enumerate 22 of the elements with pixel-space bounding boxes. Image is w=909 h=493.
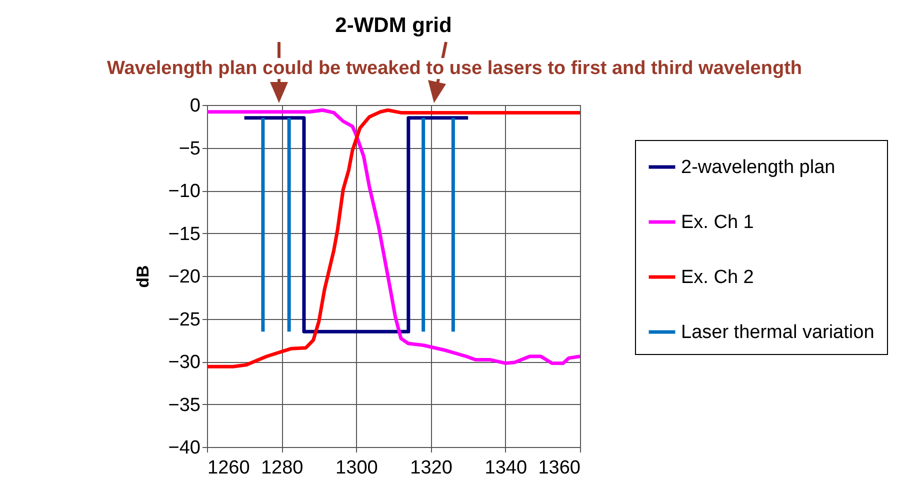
y-tick-label: −35 xyxy=(168,394,200,416)
x-tick-label: 1280 xyxy=(260,458,304,478)
y-tick-label: −25 xyxy=(168,309,200,330)
y-tick-label: 0 xyxy=(190,96,200,116)
x-tick-label: 1360 xyxy=(538,458,580,478)
legend-label: 2-wavelength plan xyxy=(681,157,836,178)
y-tick-label: −30 xyxy=(168,352,200,373)
y-tick-label: −5 xyxy=(178,138,200,160)
x-tick-label: 1260 xyxy=(208,458,250,478)
y-tick-label: −15 xyxy=(168,224,200,245)
legend-label: Ex. Ch 1 xyxy=(681,212,754,233)
y-tick-label: −20 xyxy=(168,266,200,288)
text: Wavelength plan could be tweaked to use lasers to first and third wavelength xyxy=(106,58,802,79)
x-tick-label: 1340 xyxy=(484,458,528,478)
legend-label: Laser thermal variation xyxy=(681,322,874,343)
y-tick-label: −40 xyxy=(168,438,200,458)
y-tick-label: −10 xyxy=(168,181,200,202)
legend-label: Ex. Ch 2 xyxy=(681,267,754,288)
x-tick-label: 1320 xyxy=(410,458,452,478)
x-tick-label: 1300 xyxy=(336,458,378,478)
chart-title: 2-WDM grid xyxy=(335,14,452,37)
y-axis-title: dB xyxy=(133,265,152,288)
